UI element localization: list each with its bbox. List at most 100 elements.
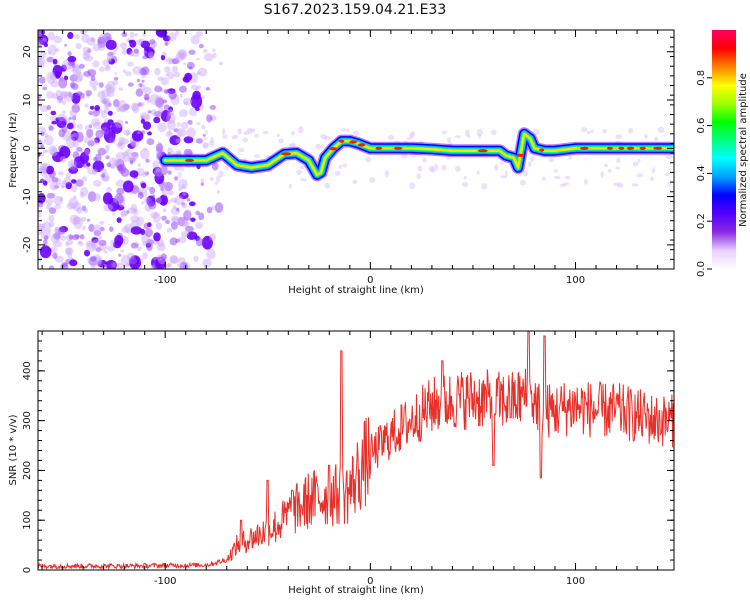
noise-blob [151,109,157,116]
noise-blob [167,151,171,155]
noise-blob [53,36,63,44]
noise-blob [141,79,145,83]
noise-blob [173,72,181,78]
noise-blob [132,186,140,192]
noise-blob [116,106,122,113]
noise-blob [183,62,187,65]
noise-blob [86,166,90,170]
noise-blob [101,173,106,178]
noise-blob [155,167,161,174]
noise-blob [147,110,152,114]
noise-blob [167,119,176,131]
noise-blob [59,146,71,159]
noise-blob [410,131,415,138]
noise-blob [346,128,350,132]
noise-blob [86,128,94,138]
noise-blob [38,103,42,108]
noise-blob [107,119,114,126]
noise-blob [46,203,52,210]
noise-blob [72,115,77,121]
noise-blob [69,74,78,82]
noise-blob [42,86,48,91]
noise-blob [73,216,83,230]
noise-blob [162,208,167,213]
noise-blob [119,42,128,49]
noise-blob [171,58,180,65]
noise-blob [136,39,143,46]
noise-blob [181,230,189,238]
noise-blob [58,77,68,89]
snr-x-tick-label: -100 [154,576,177,587]
noise-blob [65,181,73,190]
noise-blob [51,177,59,183]
noise-blob [60,92,68,99]
noise-blob [441,130,448,134]
noise-blob [665,154,673,159]
noise-blob [105,65,109,70]
noise-blob [168,106,174,113]
noise-blob [61,185,65,189]
noise-blob [500,161,504,166]
noise-blob [118,253,122,257]
noise-blob [146,186,151,190]
noise-blob [651,167,656,174]
noise-blob [178,53,185,58]
noise-blob [494,164,499,171]
noise-blob [168,190,174,196]
noise-blob [146,99,152,104]
noise-blob [144,46,149,53]
noise-blob [50,110,57,116]
noise-blob [123,69,127,74]
noise-blob [110,240,115,246]
noise-blob [130,203,138,212]
noise-blob [93,139,98,145]
noise-blob [138,191,144,200]
noise-blob [73,195,77,199]
noise-blob [48,229,52,233]
noise-blob [92,160,105,173]
noise-blob [68,197,79,209]
noise-blob [160,187,165,192]
ridge-peak [639,146,646,150]
noise-blob [46,105,51,110]
noise-blob [65,172,72,179]
noise-blob [156,196,162,204]
noise-blob [212,48,216,52]
noise-blob [636,173,644,178]
noise-blob [55,89,63,98]
noise-blob [42,37,47,42]
noise-blob [195,138,203,144]
noise-blob [67,55,77,63]
ridge-peak [580,146,589,150]
noise-blob [179,85,187,93]
noise-blob [120,254,131,267]
noise-blob [288,183,292,189]
noise-blob [160,54,166,61]
noise-blob [406,137,411,141]
noise-blob [157,122,167,133]
snr-series-line [38,331,674,570]
noise-blob [84,208,89,214]
noise-blob [143,86,152,96]
noise-blob [54,204,61,210]
noise-blob [195,210,200,215]
noise-blob [82,46,91,53]
noise-blob [139,258,144,263]
noise-blob [177,216,186,227]
noise-blob [43,174,49,179]
noise-blob [90,263,96,269]
noise-blob [59,156,66,163]
noise-blob [201,235,213,250]
noise-blob [164,66,171,73]
noise-blob [184,72,193,81]
noise-blob [40,153,44,157]
noise-blob [150,211,159,219]
noise-blob [93,230,101,237]
noise-blob [38,39,44,47]
noise-blob [174,195,185,206]
noise-blob [178,109,188,118]
snr-y-tick-label: 100 [22,511,33,530]
noise-blob [200,178,205,182]
noise-blob [136,78,141,83]
noise-blob [75,91,83,97]
